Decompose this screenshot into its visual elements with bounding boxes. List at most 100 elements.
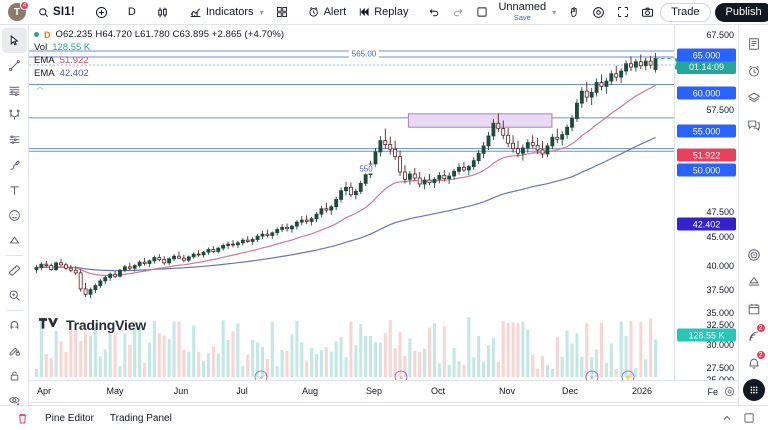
candle-body[interactable]	[250, 239, 255, 242]
candle-body[interactable]	[181, 257, 186, 261]
candle-body[interactable]	[255, 235, 260, 240]
candle-body[interactable]	[506, 134, 511, 144]
candle-body[interactable]	[427, 179, 432, 184]
timezone-label[interactable]: Fe	[707, 386, 718, 397]
candle-body[interactable]	[240, 239, 245, 244]
brush-tool[interactable]	[2, 153, 27, 178]
candle-body[interactable]	[280, 227, 285, 230]
candle-body[interactable]	[481, 145, 486, 154]
status-trash-button[interactable]	[8, 412, 37, 425]
candle-body[interactable]	[447, 175, 452, 180]
candle-body[interactable]	[304, 219, 309, 222]
candle-body[interactable]	[137, 261, 142, 266]
candle-body[interactable]	[157, 257, 162, 260]
candle-body[interactable]	[638, 61, 643, 67]
candle-body[interactable]	[39, 263, 44, 268]
candle-body[interactable]	[309, 218, 314, 222]
candle-body[interactable]	[619, 70, 624, 78]
candle-body[interactable]	[653, 58, 658, 70]
candle-body[interactable]	[471, 160, 476, 168]
candle-body[interactable]	[54, 262, 59, 270]
candle-body[interactable]	[329, 206, 334, 211]
chart-event-marker[interactable]	[254, 370, 268, 380]
candle-body[interactable]	[348, 186, 353, 196]
stream-panel[interactable]: 2	[741, 322, 767, 349]
zoom-tool[interactable]	[2, 283, 27, 308]
candle-body[interactable]	[511, 142, 515, 150]
quick-tools-button[interactable]	[562, 2, 586, 23]
chart-settings-button[interactable]	[586, 2, 611, 23]
trade-button[interactable]: Trade	[660, 2, 711, 22]
candle-body[interactable]	[575, 102, 579, 119]
candle-body[interactable]	[265, 233, 270, 236]
candle-body[interactable]	[260, 233, 265, 237]
candle-body[interactable]	[363, 174, 368, 184]
candle-body[interactable]	[44, 263, 49, 266]
avatar[interactable]: T 4	[8, 1, 29, 21]
indicators-button[interactable]: Indicators ▾	[183, 2, 270, 23]
candle-body[interactable]	[59, 262, 63, 266]
candle-body[interactable]	[216, 247, 221, 252]
candle-body[interactable]	[196, 253, 201, 256]
candle-body[interactable]	[231, 243, 235, 246]
candle-body[interactable]	[73, 269, 78, 274]
annotation-565[interactable]: 565.00	[348, 49, 380, 59]
candle-body[interactable]	[461, 166, 466, 171]
gear-circle-icon[interactable]	[724, 386, 735, 397]
candle-body[interactable]	[466, 166, 471, 171]
candle-body[interactable]	[290, 225, 294, 230]
candle-body[interactable]	[78, 272, 83, 290]
time-scale[interactable]: Fe Apr May Jun Jul Aug Sep Oct Nov Dec 2026	[29, 380, 738, 402]
shapes-tool[interactable]	[2, 228, 27, 253]
candle-body[interactable]	[324, 208, 329, 211]
text-tool[interactable]	[2, 178, 27, 203]
chevron-down-icon[interactable]: ▾	[259, 7, 264, 17]
candle-body[interactable]	[378, 140, 383, 153]
candle-body[interactable]	[275, 229, 280, 234]
candle-body[interactable]	[457, 166, 461, 172]
replay-button[interactable]: Replay	[352, 2, 414, 23]
candle-body[interactable]	[648, 60, 653, 66]
candle-body[interactable]	[294, 221, 299, 227]
candle-body[interactable]	[49, 265, 54, 270]
patterns-tool[interactable]	[2, 128, 27, 153]
candle-body[interactable]	[383, 140, 388, 145]
candle-body[interactable]	[314, 213, 319, 220]
candle-body[interactable]	[432, 178, 437, 184]
legend-row-volume[interactable]: Vol 128.55 K	[34, 41, 284, 54]
candle-body[interactable]	[211, 249, 216, 252]
candle-body[interactable]	[186, 256, 191, 261]
redo-button[interactable]	[446, 2, 470, 23]
candle-body[interactable]	[520, 147, 525, 154]
collapse-panel-button[interactable]	[716, 410, 738, 426]
candle-body[interactable]	[34, 267, 39, 270]
pyramiding-panel[interactable]	[741, 268, 767, 295]
ideas-panel[interactable]	[741, 241, 767, 268]
drawing-mode-tool[interactable]	[2, 338, 27, 363]
publish-button[interactable]: Publish	[714, 2, 768, 22]
alerts-panel[interactable]	[741, 57, 767, 84]
candle-body[interactable]	[132, 265, 137, 269]
legend-row-ema2[interactable]: EMA 42.402	[34, 67, 284, 80]
candle-body[interactable]	[103, 277, 108, 282]
legend-row-ohlc[interactable]: D O62.235 H64.720 L61.780 C63.895 +2.865…	[34, 28, 284, 41]
candle-body[interactable]	[594, 82, 599, 93]
trading-panel-tab[interactable]: Trading Panel	[109, 412, 172, 424]
saved-layout-button[interactable]: Unnamed Save	[494, 2, 550, 22]
interval-button[interactable]: D	[122, 2, 142, 23]
candle-body[interactable]	[235, 242, 240, 246]
candle-body[interactable]	[550, 136, 555, 147]
candle-body[interactable]	[93, 285, 98, 290]
candle-body[interactable]	[221, 245, 226, 249]
candle-body[interactable]	[172, 255, 176, 260]
candle-body[interactable]	[147, 260, 152, 264]
maximize-panel-button[interactable]	[738, 410, 760, 426]
candle-body[interactable]	[491, 122, 496, 137]
candle-body[interactable]	[83, 288, 88, 295]
candle-body[interactable]	[167, 258, 172, 264]
chart-canvas[interactable]: » » » ⚡	[29, 25, 738, 380]
legend-collapse-row[interactable]: ︿	[34, 80, 284, 93]
candle-body[interactable]	[373, 151, 378, 165]
pine-editor-tab[interactable]: Pine Editor	[45, 412, 94, 424]
supply-zone-box[interactable]	[407, 113, 553, 128]
